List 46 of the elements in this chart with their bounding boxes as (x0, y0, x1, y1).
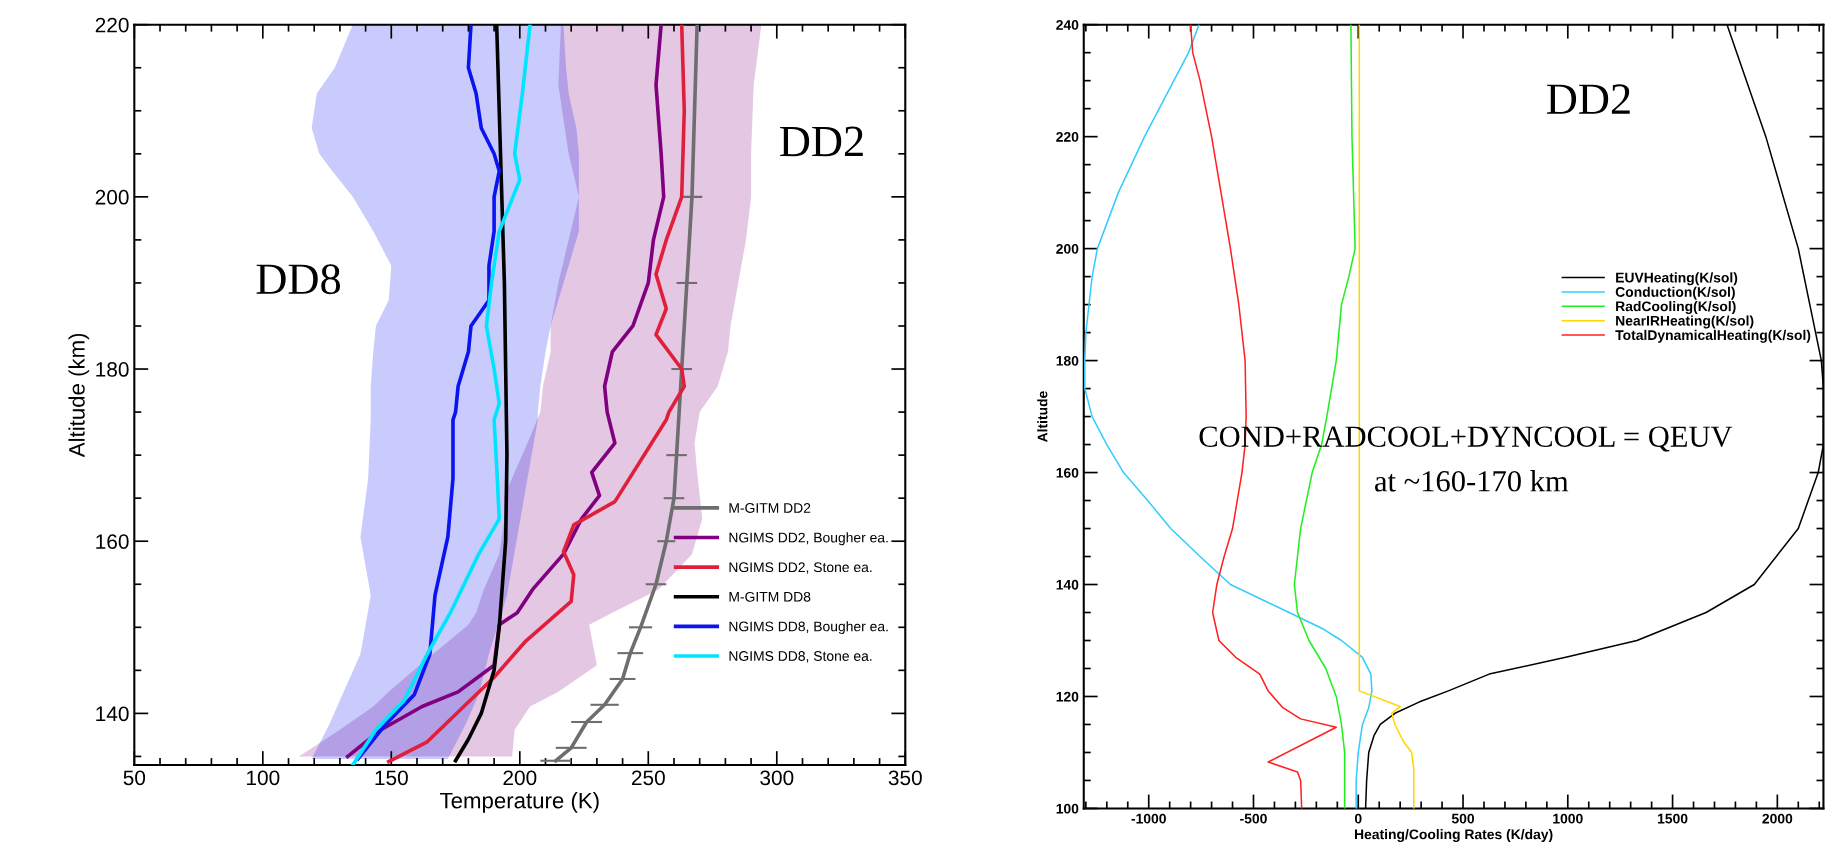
x-tick-label: -500 (1240, 813, 1267, 824)
x-tick-label: 1500 (1658, 813, 1688, 824)
legend-label: NearIRHeating(K/sol) (1616, 315, 1754, 329)
x-tick-label: 2000 (1762, 813, 1793, 824)
legend-label: NGIMS DD2, Stone ea. (729, 562, 872, 574)
x-tick-label: 350 (888, 770, 922, 786)
legend-label: NGIMS DD2, Bougher ea. (729, 532, 888, 546)
legend-label: RadCooling(K/sol) (1616, 301, 1736, 315)
x-tick-label: 0 (1354, 813, 1362, 824)
y-tick-label: 220 (1056, 131, 1079, 142)
annotation: DD2 (780, 126, 863, 157)
y-axis-title: Altitude (km) (68, 333, 90, 458)
annotation: DD8 (256, 264, 341, 295)
y-tick-label: 200 (1056, 243, 1079, 254)
legend-label: NGIMS DD8, Stone ea. (729, 651, 872, 663)
legend-label: TotalDynamicalHeating(K/sol) (1615, 329, 1811, 343)
y-tick-label: 220 (95, 17, 129, 33)
y-tick-label: 160 (1056, 467, 1079, 478)
x-tick-label: 150 (375, 770, 408, 786)
y-tick-label: 120 (1056, 691, 1079, 702)
y-tick-label: 180 (96, 362, 129, 377)
x-tick-label: 200 (503, 770, 537, 786)
x-tick-label: 250 (631, 770, 665, 786)
x-tick-label: 1000 (1553, 813, 1583, 824)
legend-label: M-GITM DD2 (729, 503, 811, 513)
x-tick-label: 500 (1451, 813, 1475, 824)
legend-label: M-GITM DD8 (729, 591, 811, 602)
annotation: DD2 (1547, 84, 1630, 114)
y-tick-label: 100 (1056, 803, 1079, 814)
x-tick-label: 100 (247, 770, 280, 786)
annotation: at ~160-170 km (1375, 470, 1569, 492)
y-tick-label: 200 (95, 189, 129, 205)
x-axis-title: Heating/Cooling Rates (K/day) (1354, 829, 1553, 843)
y-tick-label: 140 (1056, 579, 1079, 590)
y-tick-label: 140 (96, 706, 129, 722)
legend-label: NGIMS DD8, Bougher ea. (729, 621, 888, 635)
legend-label: EUVHeating(K/sol) (1616, 272, 1738, 286)
y-tick-label: 160 (96, 534, 129, 549)
y-axis-title: Altitude (1037, 391, 1048, 443)
x-tick-label: 50 (123, 770, 146, 786)
y-tick-label: 180 (1056, 355, 1079, 366)
y-tick-label: 240 (1056, 20, 1079, 30)
legend-label: Conduction(K/sol) (1615, 286, 1735, 300)
x-tick-label: -1000 (1131, 813, 1166, 824)
x-tick-label: 300 (760, 770, 794, 786)
x-axis-title: Temperature (K) (440, 792, 599, 813)
